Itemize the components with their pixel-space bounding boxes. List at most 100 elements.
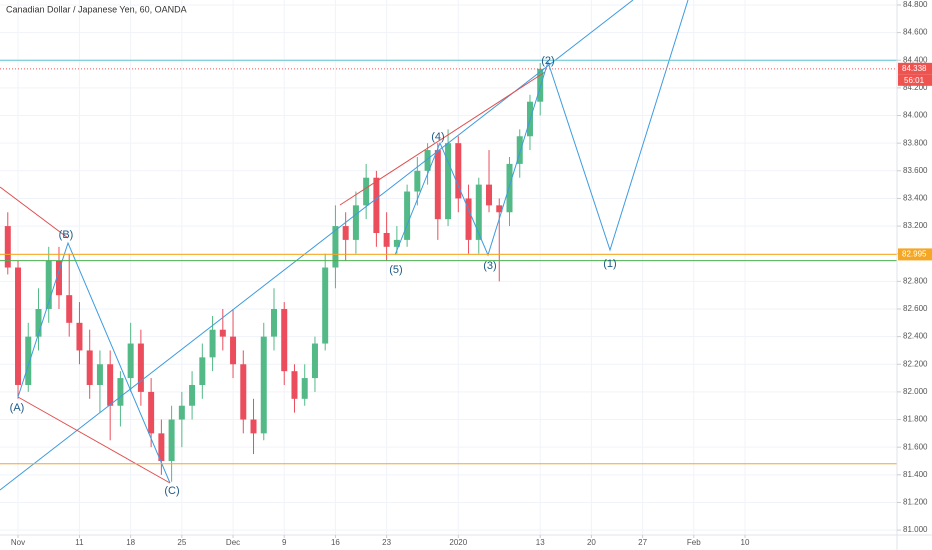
candle-body bbox=[55, 260, 62, 296]
price-tag-label: 84.338 bbox=[902, 64, 927, 73]
candle-body bbox=[107, 364, 114, 406]
wave-label: (3) bbox=[483, 260, 496, 272]
candle-body bbox=[76, 322, 83, 351]
y-tick-label: 84.000 bbox=[903, 111, 928, 120]
candle-body bbox=[240, 364, 247, 420]
x-tick-label: 20 bbox=[587, 538, 596, 547]
candle-body bbox=[291, 371, 298, 399]
candle-body bbox=[486, 184, 493, 206]
y-tick-label: 84.400 bbox=[903, 55, 928, 64]
chart-title: Canadian Dollar / Japanese Yen, 60, OAND… bbox=[6, 4, 187, 14]
candle-body bbox=[455, 143, 462, 199]
candle-body bbox=[137, 343, 144, 392]
candle-body bbox=[322, 267, 329, 344]
x-tick-label: 11 bbox=[75, 538, 84, 547]
price-tag bbox=[898, 248, 932, 261]
candle-body bbox=[86, 350, 93, 385]
candle-body bbox=[434, 150, 441, 220]
candle-body bbox=[414, 170, 421, 192]
candle-body bbox=[445, 143, 452, 220]
y-tick-label: 84.600 bbox=[903, 28, 928, 37]
y-tick-label: 81.600 bbox=[903, 442, 928, 451]
candle-body bbox=[15, 267, 22, 385]
candle-body bbox=[260, 336, 267, 434]
channel-line bbox=[17, 396, 171, 484]
x-tick-label: Nov bbox=[11, 538, 25, 547]
y-tick-label: 83.200 bbox=[903, 221, 928, 230]
candle-body bbox=[475, 184, 482, 240]
candle-body bbox=[96, 364, 103, 385]
wave-label: (B) bbox=[59, 229, 74, 241]
candle-body bbox=[516, 136, 523, 164]
x-tick-label: Feb bbox=[687, 538, 701, 547]
candle-body bbox=[25, 336, 32, 385]
candle-body bbox=[250, 419, 257, 434]
candle-body bbox=[66, 295, 73, 323]
candle-body bbox=[496, 205, 503, 213]
countdown: 56:01 bbox=[904, 76, 925, 85]
y-tick-label: 81.200 bbox=[903, 498, 928, 507]
candle-body bbox=[117, 378, 124, 406]
candle-body bbox=[281, 308, 288, 372]
candle-body bbox=[363, 177, 370, 206]
candle-body bbox=[404, 191, 411, 240]
y-tick-label: 84.200 bbox=[903, 83, 928, 92]
x-tick-label: 18 bbox=[126, 538, 135, 547]
x-tick-label: 25 bbox=[177, 538, 186, 547]
candle-body bbox=[424, 150, 431, 171]
x-tick-label: 9 bbox=[282, 538, 287, 547]
candle-body bbox=[270, 308, 277, 337]
y-tick-label: 83.600 bbox=[903, 166, 928, 175]
wave-label: (2) bbox=[541, 55, 554, 67]
x-tick-label: 13 bbox=[536, 538, 545, 547]
y-tick-label: 83.400 bbox=[903, 194, 928, 203]
trend-line bbox=[0, 0, 634, 491]
x-tick-label: Dec bbox=[226, 538, 240, 547]
candle-body bbox=[158, 433, 165, 461]
wave-label: (1) bbox=[603, 258, 616, 270]
candle-body bbox=[148, 391, 155, 434]
candle-body bbox=[127, 343, 134, 379]
wave-label: (4) bbox=[431, 131, 444, 143]
candle-body bbox=[35, 308, 42, 337]
y-tick-label: 83.800 bbox=[903, 138, 928, 147]
wave-path bbox=[394, 0, 689, 257]
y-tick-label: 82.000 bbox=[903, 387, 928, 396]
wave-label: (5) bbox=[389, 264, 402, 276]
wave-label: (C) bbox=[164, 485, 179, 497]
candle-body bbox=[506, 163, 513, 213]
x-tick-label: 10 bbox=[741, 538, 750, 547]
candle-body bbox=[230, 336, 237, 365]
x-tick-label: 23 bbox=[382, 538, 391, 547]
price-tag bbox=[898, 62, 932, 75]
x-tick-label: 2020 bbox=[449, 538, 467, 547]
price-tag-label: 82.995 bbox=[902, 250, 927, 259]
countdown-tag bbox=[898, 74, 932, 86]
drawings bbox=[0, 0, 689, 491]
candle-body bbox=[311, 343, 318, 379]
x-tick-label: 16 bbox=[331, 538, 340, 547]
candle-body bbox=[332, 226, 339, 268]
candle-body bbox=[301, 378, 308, 399]
y-tick-label: 81.800 bbox=[903, 415, 928, 424]
candle-body bbox=[383, 232, 390, 247]
candle-body bbox=[4, 226, 11, 268]
candle-body bbox=[393, 239, 400, 247]
channel-line bbox=[339, 71, 546, 206]
y-tick-label: 82.600 bbox=[903, 304, 928, 313]
candle-body bbox=[209, 329, 216, 358]
candle-body bbox=[465, 198, 472, 240]
candle-body bbox=[373, 177, 380, 233]
y-tick-label: 84.800 bbox=[903, 0, 928, 9]
candle-body bbox=[168, 419, 175, 461]
candle-body bbox=[219, 329, 226, 337]
levels bbox=[0, 59, 897, 465]
candle-body bbox=[537, 68, 544, 102]
y-tick-label: 82.200 bbox=[903, 359, 928, 368]
wave-path bbox=[17, 241, 171, 484]
candle-body bbox=[352, 205, 359, 240]
candle-body bbox=[199, 357, 206, 385]
candle-body bbox=[189, 384, 196, 406]
candle-body bbox=[342, 226, 349, 240]
